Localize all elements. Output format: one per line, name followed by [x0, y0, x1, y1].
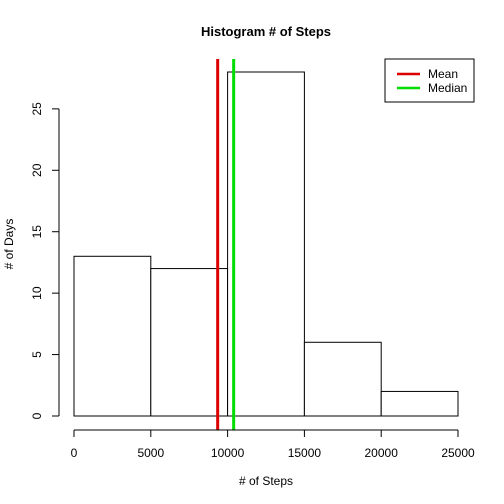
x-tick-label-20000: 20000	[365, 446, 399, 460]
y-tick-label-10: 10	[30, 286, 44, 300]
x-tick-label-25000: 25000	[441, 446, 475, 460]
histogram-bar-3	[303, 341, 382, 417]
y-tick-label-0: 0	[30, 412, 44, 419]
x-tick-label-0: 0	[71, 446, 78, 460]
x-tick-label-10000: 10000	[211, 446, 245, 460]
legend-box	[384, 58, 475, 103]
y-axis-label: # of Days	[2, 219, 16, 270]
x-tick-label-5000: 5000	[137, 446, 164, 460]
y-tick-label-20: 20	[30, 163, 44, 177]
histogram-bar-4	[380, 390, 459, 417]
x-axis-label: # of Steps	[239, 474, 293, 488]
x-tick-label-15000: 15000	[288, 446, 322, 460]
y-axis: 0 5 10 15 20 25	[30, 102, 60, 419]
y-tick-label-5: 5	[30, 351, 44, 358]
legend-label-median: Median	[428, 81, 467, 95]
histogram-bar-2	[227, 71, 305, 417]
histogram-bar-1	[150, 268, 229, 417]
legend-label-mean: Mean	[428, 67, 458, 81]
x-axis: 0 5000 10000 15000 20000 25000	[71, 429, 475, 460]
bars-layer	[73, 71, 459, 417]
reference-lines-layer	[216, 59, 236, 430]
chart-title: Histogram # of Steps	[201, 24, 331, 39]
y-tick-label-15: 15	[30, 225, 44, 239]
histogram-bar-0	[73, 255, 152, 417]
y-tick-label-25: 25	[30, 102, 44, 116]
